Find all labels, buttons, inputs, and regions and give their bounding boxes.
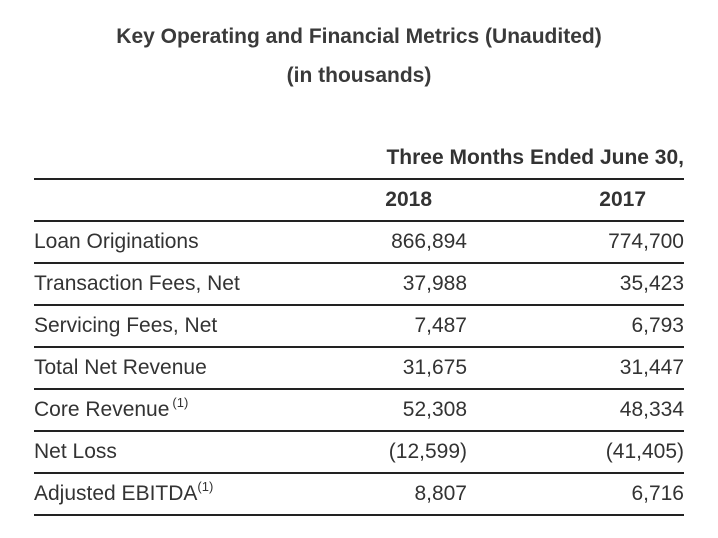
column-header-2018: 2018	[385, 188, 432, 211]
value-2017: 35,423	[619, 272, 684, 295]
value-2018: 866,894	[391, 230, 467, 253]
table-row: Total Net Revenue 31,675 31,447	[34, 348, 684, 390]
value-2018: 37,988	[402, 272, 467, 295]
row-label: Servicing Fees, Net	[34, 314, 218, 337]
column-header-2017: 2017	[599, 188, 646, 211]
table-row: Servicing Fees, Net 7,487 6,793	[34, 306, 684, 348]
table-row: Transaction Fees, Net 37,988 35,423	[34, 264, 684, 306]
value-2017: 31,447	[619, 356, 684, 379]
table-subtitle: (in thousands)	[286, 64, 432, 87]
metrics-table: 2018 2017 Loan Originations 866,894 774,…	[34, 180, 684, 516]
value-2018: 31,675	[402, 356, 467, 379]
table-row: Loan Originations 866,894 774,700	[34, 222, 684, 264]
row-label: Loan Originations	[34, 230, 199, 253]
period-header: Three Months Ended June 30,	[34, 146, 684, 180]
value-2017: 774,700	[608, 230, 684, 253]
footnote-marker: (1)	[197, 479, 214, 494]
value-2018: 7,487	[414, 314, 467, 337]
value-2017: 6,793	[631, 314, 684, 337]
year-header-row: 2018 2017	[34, 180, 684, 222]
table-row: Core Revenue (1) 52,308 48,334	[34, 390, 684, 432]
value-2017: 48,334	[619, 398, 684, 421]
value-2018: 8,807	[414, 482, 467, 505]
value-2018: (12,599)	[388, 440, 467, 463]
table-row: Adjusted EBITDA(1) 8,807 6,716	[34, 474, 684, 516]
row-label: Adjusted EBITDA(1)	[34, 479, 214, 505]
row-label: Transaction Fees, Net	[34, 272, 240, 295]
row-label: Net Loss	[34, 440, 117, 463]
value-2017: 6,716	[631, 482, 684, 505]
value-2018: 52,308	[402, 398, 467, 421]
footnote-marker: (1)	[172, 395, 189, 410]
table-row: Net Loss (12,599) (41,405)	[34, 432, 684, 474]
table-title: Key Operating and Financial Metrics (Una…	[116, 25, 602, 48]
row-label: Total Net Revenue	[34, 356, 207, 379]
row-label: Core Revenue (1)	[34, 395, 189, 421]
period-header-label: Three Months Ended June 30,	[386, 146, 684, 169]
value-2017: (41,405)	[605, 440, 684, 463]
